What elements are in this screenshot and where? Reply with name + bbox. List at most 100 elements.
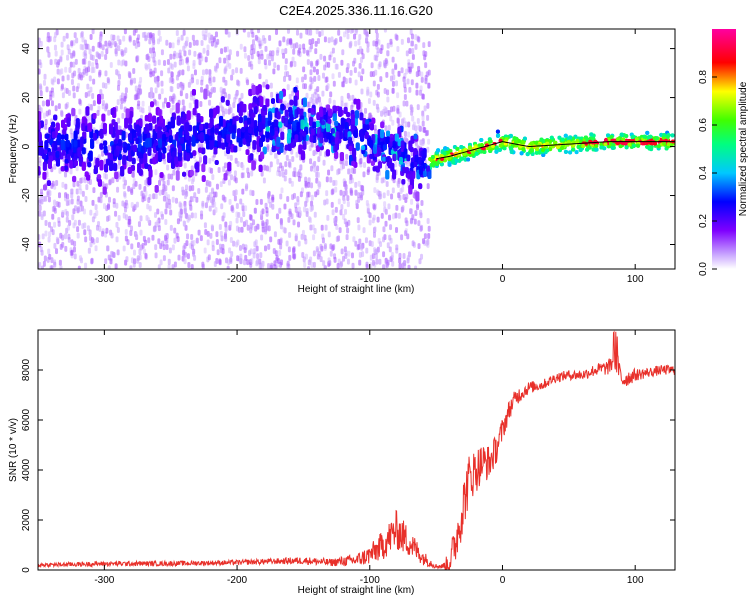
spectrogram-cell — [420, 199, 424, 206]
spectrogram-cell — [415, 143, 419, 150]
spectrogram-cell — [207, 254, 211, 261]
spectrogram-cell — [60, 109, 64, 116]
spectrogram-cell — [105, 103, 109, 110]
spectrogram-cell — [84, 262, 88, 269]
spectrogram-cell — [374, 40, 378, 47]
spectrogram-cell — [70, 78, 74, 85]
spectrogram-cell — [149, 32, 153, 39]
spectrogram-cell — [38, 59, 42, 66]
spectrogram-cell — [223, 46, 227, 53]
spectrogram-cell — [362, 171, 366, 178]
spectrogram-cell — [323, 36, 327, 43]
spectrogram-cell — [146, 203, 150, 210]
spectrogram-cell — [84, 236, 88, 243]
spectrogram-cell — [243, 46, 247, 53]
spectrogram-cell — [312, 150, 316, 157]
spectrogram-cell — [268, 166, 272, 173]
spectrogram-cell — [375, 55, 379, 62]
spectrogram-cell — [331, 47, 335, 54]
spectrogram-cell — [86, 83, 90, 90]
spectrogram-cell — [344, 250, 348, 257]
spectrogram-cell — [123, 95, 127, 102]
spectrogram-cell — [236, 160, 240, 167]
spectrogram-cell — [398, 263, 402, 269]
spectrogram-cell — [224, 79, 228, 86]
spectrogram-cell — [116, 227, 120, 234]
spectrogram-cell — [316, 171, 320, 178]
spectrogram-cell — [283, 175, 287, 182]
spectrogram-cell — [70, 239, 74, 246]
spectrogram-cell — [113, 40, 117, 47]
spectrogram-cell — [156, 208, 160, 215]
spectrogram-cell — [240, 92, 244, 99]
spectrogram-cell — [78, 98, 82, 105]
spectrogram-cell — [65, 32, 69, 39]
spectrogram-cell — [378, 258, 382, 265]
spectrogram-cell — [234, 93, 238, 100]
spectrogram-cell — [120, 60, 124, 67]
spectrogram-cell — [117, 163, 121, 170]
spectrogram-cell — [339, 189, 343, 196]
spectrogram-cell — [259, 198, 263, 205]
spectrogram-cell — [210, 224, 214, 231]
spectrogram-cell — [230, 204, 234, 211]
spectrogram-cell — [275, 152, 279, 159]
spectrogram-cell — [108, 40, 112, 47]
spectrogram-cell — [151, 36, 155, 43]
spectrogram-cell — [403, 93, 407, 100]
spectrogram-cell — [285, 154, 289, 161]
spectrogram-cell — [189, 94, 193, 101]
spectrogram-cell — [87, 90, 91, 97]
spectrogram-cell — [175, 232, 179, 239]
spectrogram-cell — [426, 102, 430, 109]
spectrogram-cell — [239, 216, 243, 223]
spectrogram-cell — [350, 167, 354, 174]
spectrogram-cell — [358, 238, 362, 245]
spectrogram-cell — [326, 83, 330, 90]
spectrogram-cell — [338, 227, 342, 234]
spectrogram-cell — [47, 236, 51, 243]
spectrogram-cell — [243, 259, 247, 266]
spectrogram-cell — [233, 170, 237, 177]
spectrogram-cell — [116, 70, 120, 77]
spectrogram-cell — [385, 261, 389, 268]
spectrogram-cell — [415, 89, 419, 96]
spectrogram-cell — [407, 131, 411, 138]
spectrogram-cell — [141, 107, 145, 114]
spectrogram-cell — [247, 31, 251, 38]
spectrogram-cell — [341, 163, 345, 170]
spectrogram-cell — [190, 233, 194, 240]
spectrogram-cell — [104, 258, 108, 265]
spectrogram-cell — [141, 196, 145, 203]
spectrogram-cell — [277, 238, 281, 245]
spectrogram-cell — [148, 205, 152, 212]
spectrogram-cell — [117, 117, 121, 124]
spectrogram-cell — [301, 76, 305, 83]
spectrogram-cell — [415, 71, 419, 78]
spectrogram-cell — [71, 214, 75, 221]
spectrogram-cell — [94, 204, 98, 211]
spectrogram-cell — [107, 254, 111, 261]
spectrogram-cell — [284, 48, 288, 55]
spectrogram-cell — [106, 215, 110, 222]
spectrogram-cell — [154, 77, 158, 84]
spectrogram-cell — [49, 94, 53, 101]
spectrogram-cell — [184, 251, 188, 258]
spectrogram-cell — [72, 246, 76, 253]
spectrogram-cell — [100, 50, 104, 57]
spectrogram-cell — [353, 33, 357, 40]
spectrogram-cell — [211, 174, 215, 181]
spectrogram-cell — [90, 237, 94, 244]
spectrogram-cell — [208, 68, 212, 75]
spectrogram-cell — [286, 70, 290, 77]
spectrogram-cell — [355, 199, 359, 206]
spectrogram-cell — [375, 258, 379, 265]
spectrogram-cell — [162, 103, 166, 110]
spectrogram-cell — [278, 40, 282, 47]
spectrogram-cell — [371, 253, 375, 260]
spectrogram-cell — [75, 188, 79, 195]
spectrogram-cell — [148, 105, 152, 112]
spectrogram-cell — [165, 39, 169, 46]
spectrogram-cell — [286, 102, 290, 109]
spectrogram-cell — [107, 144, 111, 151]
